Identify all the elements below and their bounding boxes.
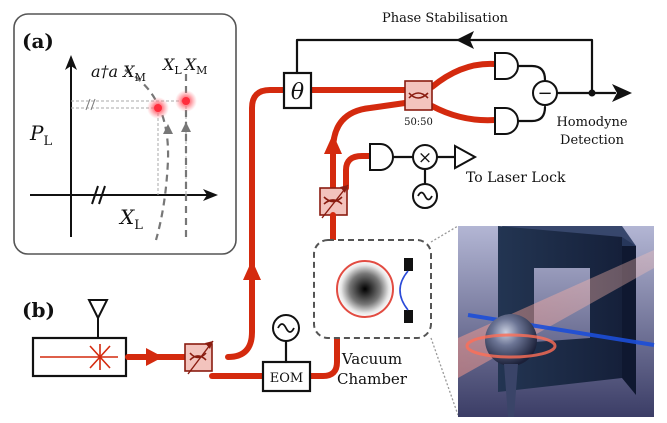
beam-cavity-tap [343, 153, 373, 191]
beam-direction-arrow-icon [243, 260, 261, 280]
guide-break [90, 98, 96, 111]
beam-splitter-icon [404, 80, 433, 111]
phase-stabilisation-label: Phase Stabilisation [382, 11, 509, 26]
phase-shifter-theta: θ [291, 80, 304, 105]
oscillator-icon [272, 314, 300, 342]
beam-direction-arrow-icon [324, 134, 342, 154]
zoom-guide-line [430, 337, 459, 416]
direction-arrow-icon [181, 122, 191, 132]
eom-label: EOM [270, 371, 303, 386]
membrane-clamp-top [404, 258, 413, 271]
state-dot-left-core [154, 104, 162, 112]
photodetector-icon [494, 52, 519, 80]
membrane-clamp-bottom [404, 310, 413, 323]
panel-b: (b) [22, 11, 655, 417]
oscillator-icon [412, 183, 438, 209]
curve-label-left: a†a XM [91, 62, 146, 84]
x-axis-break [98, 185, 106, 205]
mixer-times: × [418, 148, 432, 168]
detector-wire-bottom [516, 105, 547, 123]
render-stem [504, 364, 518, 417]
panel-a-label: (a) [22, 29, 54, 53]
cavity-mirror [337, 261, 393, 317]
vacuum-chamber-label-line1: Vacuum [341, 350, 402, 368]
subtractor-minus: − [537, 83, 552, 104]
render-sphere [485, 314, 537, 366]
trajectory-curve-left [124, 69, 170, 241]
splitter-ratio-label: 50:50 [404, 117, 433, 128]
device-render [458, 226, 655, 417]
cavity-mirror-ring [336, 260, 394, 318]
beam-eom-to-cavity [307, 277, 340, 379]
direction-arrow-icon [163, 124, 173, 134]
y-axis-arrow-icon [65, 55, 77, 70]
render-ring [465, 333, 557, 359]
x-axis-arrow-icon [203, 189, 218, 201]
laser-lock-label: To Laser Lock [466, 170, 566, 186]
variable-beam-splitter-icon [184, 340, 214, 375]
feedback-arrow-icon [456, 31, 474, 49]
laser-star-icon [89, 344, 111, 370]
phase-stabilisation-wire [295, 38, 594, 95]
state-dot-right-core [182, 97, 190, 105]
beam-direction-arrow-icon [146, 348, 163, 366]
zoom-guide-line [430, 225, 459, 243]
panel-b-label: (b) [22, 298, 55, 322]
x-axis-label: XL [118, 205, 143, 233]
amplifier-icon [454, 144, 478, 170]
output-arrow-icon [612, 84, 632, 102]
junction-dot [588, 89, 596, 97]
panel-a: (a) a†a XM XL XM PL [13, 13, 237, 255]
curve-label-right: XL XM [161, 55, 207, 77]
photodetector-icon [494, 107, 519, 135]
photodetector-icon [369, 143, 394, 171]
vacuum-chamber-label-line2: Chamber [337, 370, 408, 388]
guide-break [85, 98, 91, 111]
y-axis-label: PL [29, 121, 52, 149]
homodyne-label-line2: Detection [560, 133, 625, 148]
beam-splitter-up [225, 87, 287, 360]
detector-wire-top [516, 64, 547, 82]
homodyne-label-line1: Homodyne [556, 115, 627, 130]
membrane [399, 270, 409, 311]
beam-splitter-to-detector-top [429, 60, 498, 90]
beam-splitter-to-detector-bottom [429, 103, 498, 124]
x-axis-break [91, 185, 99, 205]
antenna-icon [87, 299, 109, 338]
